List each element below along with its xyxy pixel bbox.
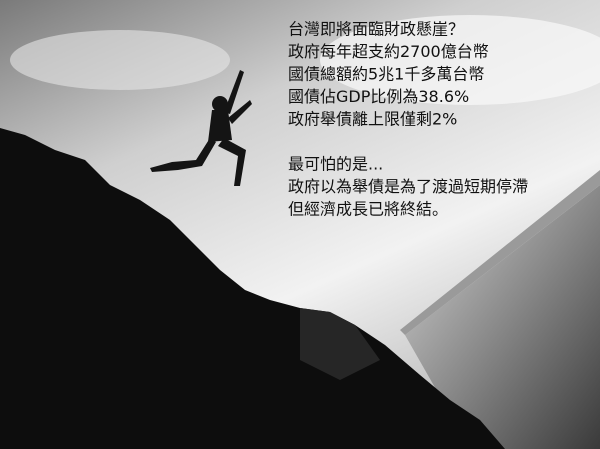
sea: [405, 185, 600, 449]
caption-line: 政府每年超支約2700億台幣: [288, 42, 489, 61]
cliff: [0, 128, 505, 449]
rock: [300, 308, 380, 380]
caption-line: 政府舉債離上限僅剩2%: [288, 110, 457, 129]
cloud: [10, 30, 230, 90]
jumper: [150, 70, 252, 186]
caption-line: 最可怕的是...: [288, 155, 383, 174]
caption-line: 國債佔GDP比例為38.6%: [288, 87, 469, 106]
caption: 台灣即將面臨財政懸崖？ 政府每年超支約2700億台幣國債總額約5兆1千多萬台幣國債…: [288, 20, 528, 219]
cloud: [320, 15, 600, 105]
horizon: [400, 170, 600, 335]
caption-line: 政府以為舉債是為了渡過短期停滯: [288, 177, 528, 196]
caption-line: 國債總額約5兆1千多萬台幣: [288, 65, 484, 84]
caption-line: 台灣即將面臨財政懸崖？: [288, 20, 464, 39]
caption-line: 但經濟成長已將終結。: [288, 200, 448, 219]
